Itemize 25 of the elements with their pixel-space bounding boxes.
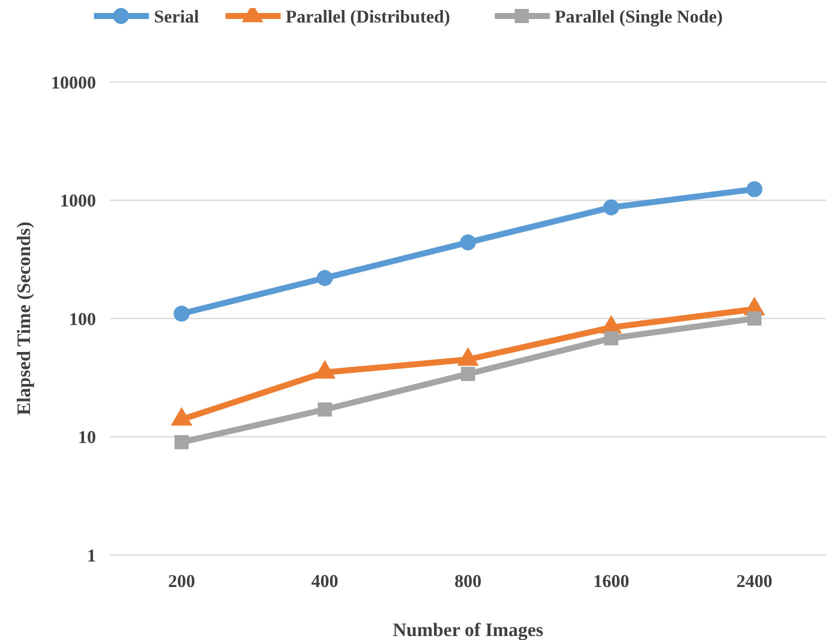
y-tick-label: 100 <box>69 308 96 329</box>
y-axis-title: Elapsed Time (Seconds) <box>14 222 35 416</box>
x-tick-label: 200 <box>168 571 196 591</box>
y-tick-label: 1 <box>87 545 96 566</box>
point <box>460 234 476 250</box>
point <box>746 181 762 198</box>
point <box>460 366 476 381</box>
point <box>747 311 762 326</box>
legend-label: Serial <box>154 6 199 26</box>
x-tick-label: 1600 <box>593 571 630 591</box>
y-tick-label: 10 <box>78 427 96 448</box>
y-tick-label: 1000 <box>60 190 96 211</box>
legend-label: Parallel (Distributed) <box>286 6 450 26</box>
point <box>174 306 190 322</box>
point <box>603 199 620 216</box>
point <box>174 435 189 450</box>
legend-label: Parallel (Single Node) <box>554 6 723 26</box>
x-tick-label: 2400 <box>736 571 772 591</box>
x-tick-label: 400 <box>311 571 338 591</box>
x-tick-label: 800 <box>454 571 482 591</box>
x-axis-title: Number of Images <box>392 620 544 640</box>
y-tick-label: 10000 <box>51 72 96 92</box>
point <box>604 331 618 346</box>
point <box>318 402 332 417</box>
point <box>316 270 333 286</box>
